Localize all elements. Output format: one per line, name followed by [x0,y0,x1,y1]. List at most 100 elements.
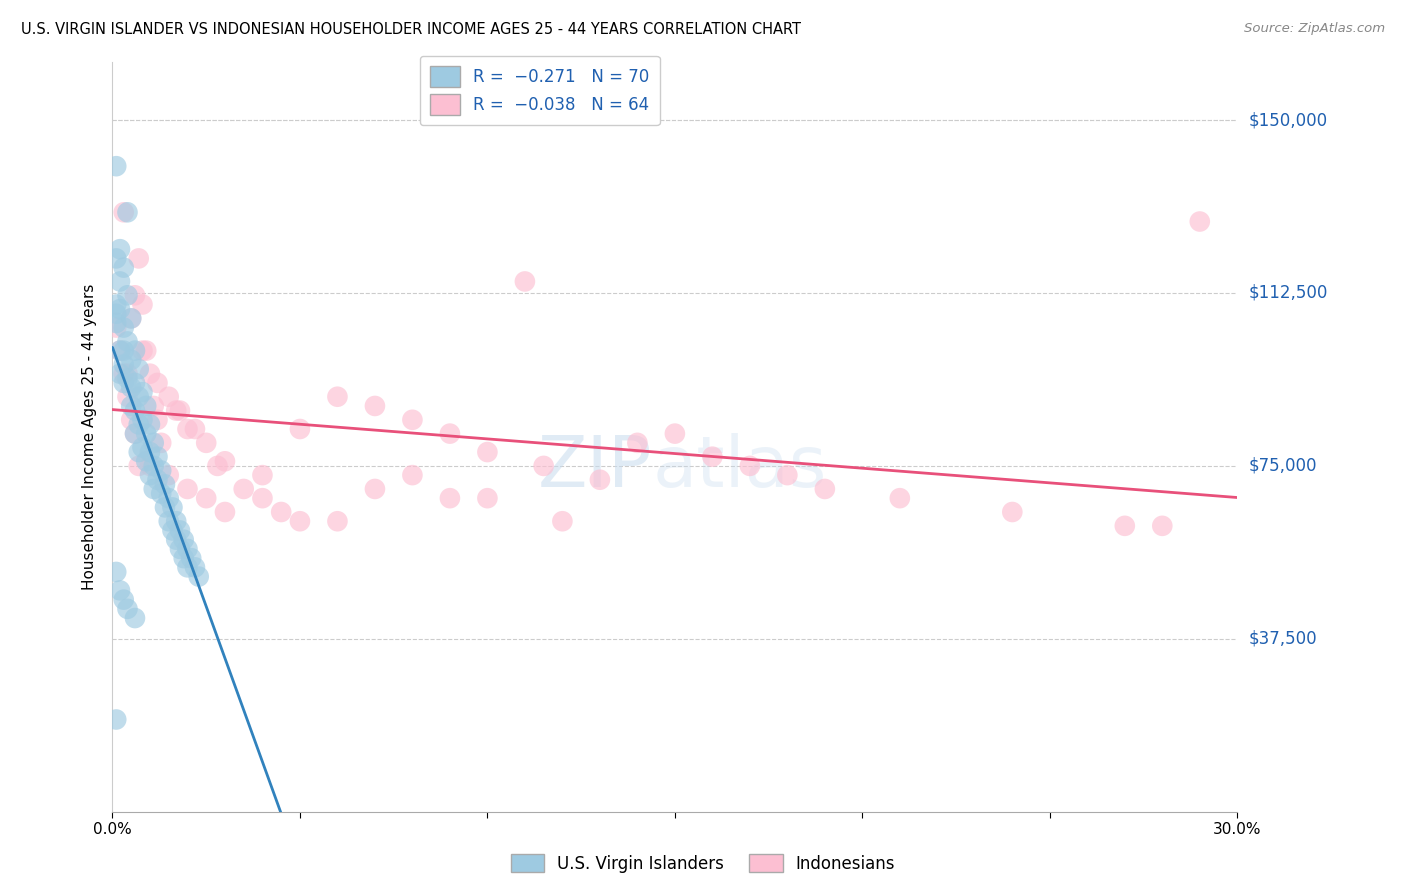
Point [128,252,150,266]
Point [124,403,146,417]
Point [150,463,173,477]
Point [157,390,180,404]
Point [120,413,142,427]
Legend: U.S. Virgin Islanders, Indonesians: U.S. Virgin Islanders, Indonesians [503,847,903,880]
Point [139,458,162,473]
Point [120,399,142,413]
Point [187,569,209,583]
Point [142,435,165,450]
Point [108,275,131,289]
Point [146,450,169,464]
Point [176,482,198,496]
Point [477,445,499,459]
Point [146,376,169,390]
Point [165,403,187,417]
Point [326,514,349,528]
Point [176,422,198,436]
Point [131,441,153,455]
Point [157,514,180,528]
Point [112,343,135,358]
Point [176,541,198,556]
Point [551,514,574,528]
Text: U.S. VIRGIN ISLANDER VS INDONESIAN HOUSEHOLDER INCOME AGES 25 - 44 YEARS CORRELA: U.S. VIRGIN ISLANDER VS INDONESIAN HOUSE… [21,22,801,37]
Point [533,458,555,473]
Point [702,450,724,464]
Point [513,275,536,289]
Point [108,583,131,598]
Point [108,242,131,256]
Point [214,454,236,468]
Point [364,482,387,496]
Point [364,399,387,413]
Text: $75,000: $75,000 [1249,457,1317,475]
Point [120,311,142,326]
Point [1001,505,1024,519]
Point [124,343,146,358]
Point [232,482,254,496]
Text: atlas: atlas [652,433,827,501]
Point [105,713,128,727]
Point [139,445,162,459]
Point [105,307,128,321]
Point [131,297,153,311]
Point [124,611,146,625]
Y-axis label: Householder Income Ages 25 - 44 years: Householder Income Ages 25 - 44 years [82,284,97,591]
Point [124,288,146,302]
Point [664,426,686,441]
Point [589,473,612,487]
Point [142,399,165,413]
Point [108,367,131,381]
Point [131,413,153,427]
Point [173,551,195,566]
Point [112,376,135,390]
Point [162,500,184,515]
Point [153,500,176,515]
Point [270,505,292,519]
Point [1188,214,1211,228]
Point [169,403,191,417]
Point [112,358,135,372]
Point [105,316,128,330]
Point [108,343,131,358]
Point [326,390,349,404]
Point [117,205,139,219]
Point [112,260,135,275]
Point [120,311,142,326]
Point [135,343,157,358]
Point [124,426,146,441]
Text: $37,500: $37,500 [1249,630,1317,648]
Point [288,514,311,528]
Point [117,288,139,302]
Point [128,390,150,404]
Point [112,320,135,334]
Point [157,468,180,483]
Point [401,468,423,483]
Point [105,252,128,266]
Point [439,426,461,441]
Point [157,491,180,505]
Point [165,514,187,528]
Point [401,413,423,427]
Point [153,477,176,491]
Point [117,390,139,404]
Point [165,533,187,547]
Point [105,565,128,579]
Text: $150,000: $150,000 [1249,112,1327,129]
Point [131,385,153,400]
Point [776,468,799,483]
Point [124,426,146,441]
Point [124,376,146,390]
Point [117,602,139,616]
Point [131,343,153,358]
Point [626,435,648,450]
Point [108,302,131,317]
Point [128,458,150,473]
Point [135,454,157,468]
Point [1114,519,1136,533]
Text: $112,500: $112,500 [1249,284,1327,302]
Point [207,458,229,473]
Text: Source: ZipAtlas.com: Source: ZipAtlas.com [1244,22,1385,36]
Point [117,371,139,385]
Point [128,417,150,432]
Point [117,334,139,349]
